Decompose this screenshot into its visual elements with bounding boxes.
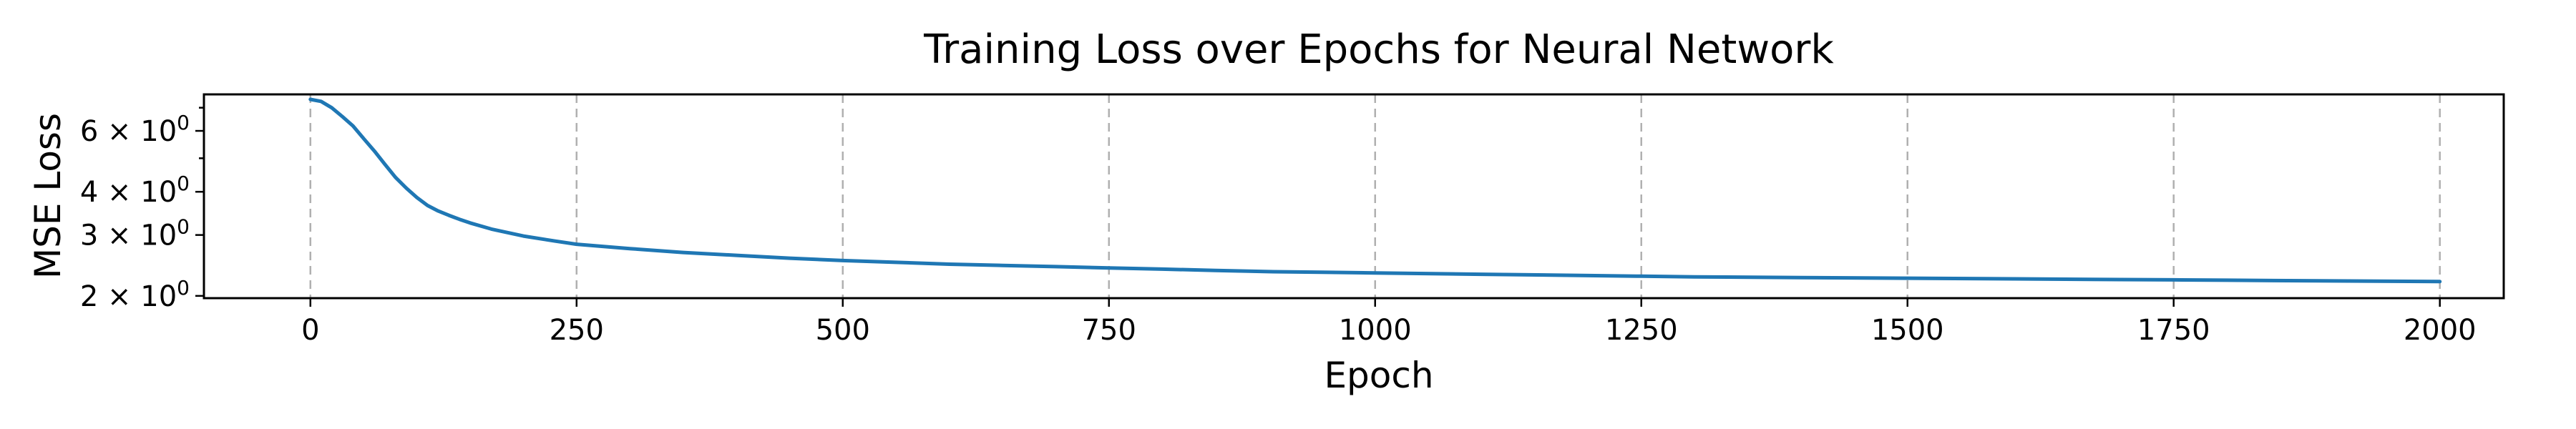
y-tick-label-exponent: 0 xyxy=(177,111,190,134)
y-tick-label-base: 4 × 10 xyxy=(80,176,177,209)
y-tick-label-exponent: 0 xyxy=(177,276,190,300)
x-tick-label: 1500 xyxy=(1871,314,1944,347)
x-tick-label: 1250 xyxy=(1605,314,1678,347)
x-tick-label: 1000 xyxy=(1339,314,1412,347)
x-grid xyxy=(309,94,2441,298)
plot-area xyxy=(308,97,2442,284)
y-tick-label-exponent: 0 xyxy=(177,172,190,195)
loss-series-line xyxy=(308,97,2442,284)
x-tick-label: 750 xyxy=(1082,314,1136,347)
x-tick-label: 1750 xyxy=(2137,314,2210,347)
x-tick-label: 250 xyxy=(550,314,604,347)
x-tick-label: 2000 xyxy=(2404,314,2477,347)
axes-frame xyxy=(203,93,2505,300)
x-axis-label: Epoch xyxy=(1324,355,1433,396)
y-tick-label-base: 2 × 10 xyxy=(80,280,177,313)
chart-title: Training Loss over Epochs for Neural Net… xyxy=(923,26,1834,73)
y-tick-label: 4 × 100 xyxy=(80,172,190,209)
y-tick-label: 3 × 100 xyxy=(80,215,190,252)
y-tick-label-base: 6 × 10 xyxy=(80,115,177,148)
x-tick-label: 500 xyxy=(816,314,870,347)
y-axis-label: MSE Loss xyxy=(27,113,69,279)
y-tick-label-exponent: 0 xyxy=(177,215,190,239)
y-tick-label: 6 × 100 xyxy=(80,111,190,148)
y-tick-label-base: 3 × 10 xyxy=(80,220,177,252)
x-tick-label: 0 xyxy=(301,314,319,347)
y-tick-label: 2 × 100 xyxy=(80,276,190,313)
